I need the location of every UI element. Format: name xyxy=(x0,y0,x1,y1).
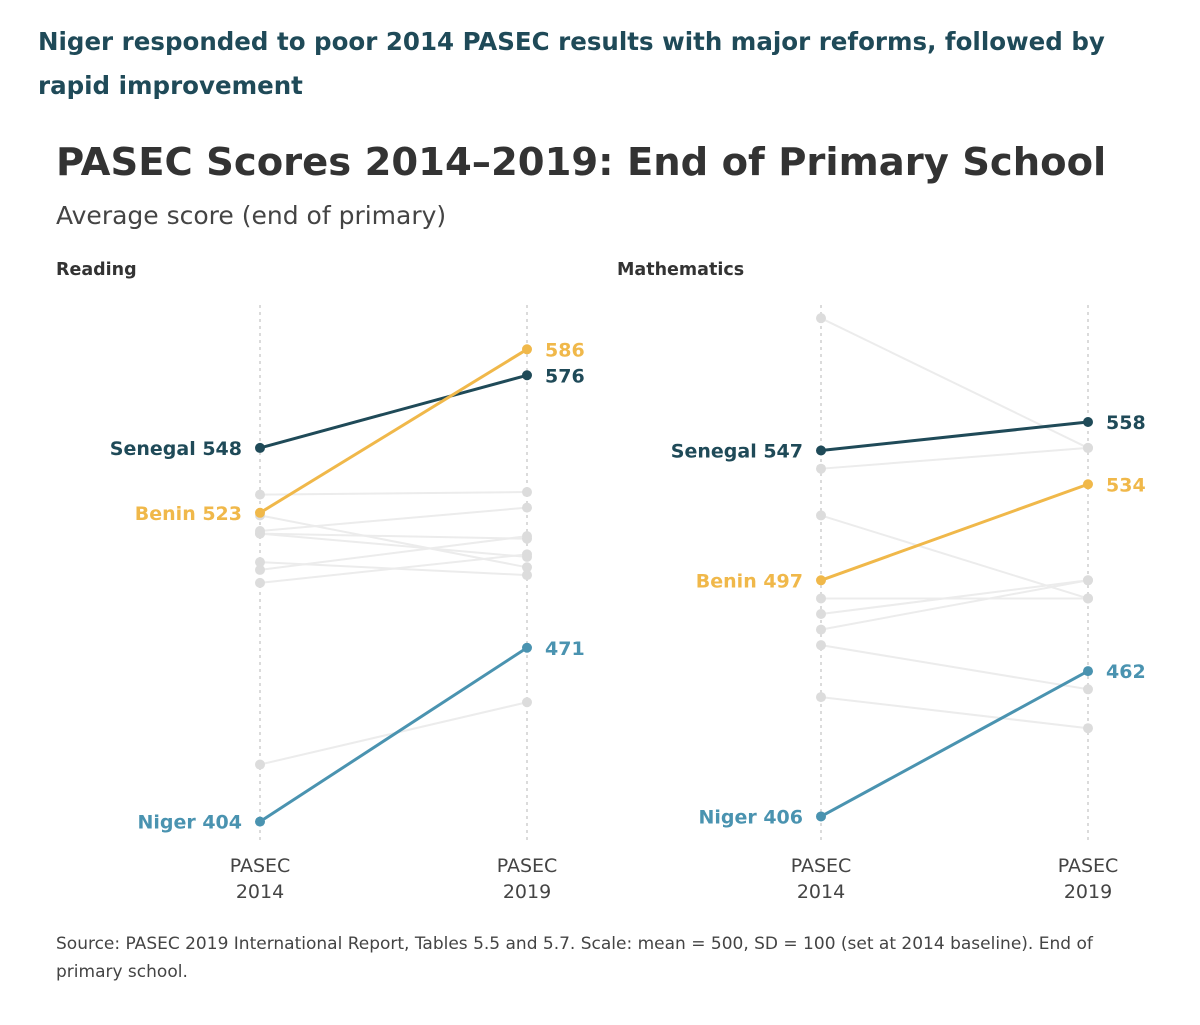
reading-label-2014-senegal: Senegal 548 xyxy=(110,438,242,460)
mathematics-xlabel-2019-line2: 2019 xyxy=(1064,881,1112,903)
reading-xlabel-2019-line2: 2019 xyxy=(503,881,551,903)
mathematics-other-line-1 xyxy=(820,446,1089,470)
mathematics-point-2014-benin xyxy=(816,575,826,586)
reading-point-2014-niger xyxy=(255,816,265,827)
mathematics-other-line-0 xyxy=(820,317,1089,449)
reading-other-line-2 xyxy=(259,532,528,540)
reading-other-line-7 xyxy=(259,561,528,577)
mathematics-point-2019-niger xyxy=(1083,666,1093,677)
reading-xlabel-2019-line1: PASEC xyxy=(497,855,558,877)
reading-other-point-2019-6 xyxy=(522,549,532,560)
mathematics-other-point-2014-0 xyxy=(816,313,826,324)
chart-subtitle: Average score (end of primary) xyxy=(56,201,447,230)
panel-title-mathematics: Mathematics xyxy=(617,260,745,280)
mathematics-other-point-2014-1 xyxy=(816,463,826,474)
reading-other-point-2014-8 xyxy=(255,759,265,770)
mathematics-label-2014-senegal: Senegal 547 xyxy=(671,441,803,463)
reading-other-point-2014-6 xyxy=(255,577,265,588)
reading-other-point-2014-7 xyxy=(255,557,265,568)
reading-other-point-2014-3 xyxy=(255,528,265,539)
mathematics-point-2014-senegal xyxy=(816,445,826,456)
mathematics-xlabel-2014-line2: 2014 xyxy=(797,881,845,903)
reading-other-line-0 xyxy=(259,491,528,496)
mathematics-point-2019-senegal xyxy=(1083,416,1093,427)
reading-label-2014-niger: Niger 404 xyxy=(137,812,242,834)
chart-title: PASEC Scores 2014–2019: End of Primary S… xyxy=(56,140,1107,185)
mathematics-other-point-2014-5 xyxy=(816,624,826,635)
mathematics-other-point-2014-6 xyxy=(816,640,826,651)
source-note: Source: PASEC 2019 International Report,… xyxy=(56,934,1093,982)
mathematics-point-2019-benin xyxy=(1083,479,1093,490)
reading-other-point-2014-0 xyxy=(255,489,265,500)
mathematics-label-2019-senegal: 558 xyxy=(1106,412,1146,434)
mathematics-label-2019-niger: 462 xyxy=(1106,661,1146,683)
mathematics-line-niger xyxy=(820,669,1089,818)
mathematics-xlabel-2019-line1: PASEC xyxy=(1058,855,1119,877)
reading-other-line-3 xyxy=(259,532,528,558)
mathematics-line-benin xyxy=(820,482,1089,582)
mathematics-xlabel-2014-line1: PASEC xyxy=(791,855,852,877)
reading-other-point-2019-0 xyxy=(522,487,532,498)
panel-title-reading: Reading xyxy=(56,260,137,280)
reading-other-point-2019-1 xyxy=(522,502,532,513)
mathematics-other-point-2019-3 xyxy=(1083,593,1093,604)
reading-other-point-2019-8 xyxy=(522,697,532,708)
mathematics-line-senegal xyxy=(820,420,1089,453)
reading-point-2014-benin xyxy=(255,507,265,518)
reading-line-niger xyxy=(259,646,528,823)
reading-point-2019-benin xyxy=(522,344,532,355)
mathematics-label-2019-benin: 534 xyxy=(1106,474,1146,496)
mathematics-other-point-2019-1 xyxy=(1083,442,1093,453)
reading-point-2019-niger xyxy=(522,642,532,653)
reading-label-2019-niger: 471 xyxy=(545,638,585,660)
reading-label-2014-benin: Benin 523 xyxy=(135,503,242,525)
reading-xlabel-2014-line1: PASEC xyxy=(230,855,291,877)
reading-other-point-2019-5 xyxy=(522,531,532,542)
reading-point-2019-senegal xyxy=(522,370,532,381)
reading-point-2014-senegal xyxy=(255,442,265,453)
mathematics-other-line-6 xyxy=(820,644,1089,691)
mathematics-other-point-2014-3 xyxy=(816,593,826,604)
reading-other-line-1 xyxy=(259,506,528,532)
reading-xlabel-2014-line2: 2014 xyxy=(236,881,284,903)
mathematics-other-line-7 xyxy=(820,696,1089,730)
mathematics-other-line-5 xyxy=(820,579,1089,631)
reading-label-2019-benin: 586 xyxy=(545,339,585,361)
mathematics-other-line-4 xyxy=(820,579,1089,616)
mathematics-other-point-2019-7 xyxy=(1083,723,1093,734)
mathematics-other-point-2014-7 xyxy=(816,692,826,703)
reading-label-2019-senegal: 576 xyxy=(545,365,585,387)
mathematics-other-point-2019-6 xyxy=(1083,684,1093,695)
mathematics-label-2014-niger: Niger 406 xyxy=(698,806,803,828)
headline: Niger responded to poor 2014 PASEC resul… xyxy=(38,27,1105,100)
reading-other-point-2019-4 xyxy=(522,562,532,573)
mathematics-other-point-2014-2 xyxy=(816,510,826,521)
mathematics-other-point-2014-4 xyxy=(816,609,826,620)
reading-other-point-2019-7 xyxy=(522,570,532,581)
reading-other-point-2014-5 xyxy=(255,564,265,575)
mathematics-other-point-2019-5 xyxy=(1083,575,1093,586)
mathematics-other-line-2 xyxy=(820,514,1089,600)
mathematics-label-2014-benin: Benin 497 xyxy=(696,570,803,592)
mathematics-point-2014-niger xyxy=(816,811,826,822)
reading-line-benin xyxy=(259,348,528,515)
reading-line-senegal xyxy=(259,373,528,450)
